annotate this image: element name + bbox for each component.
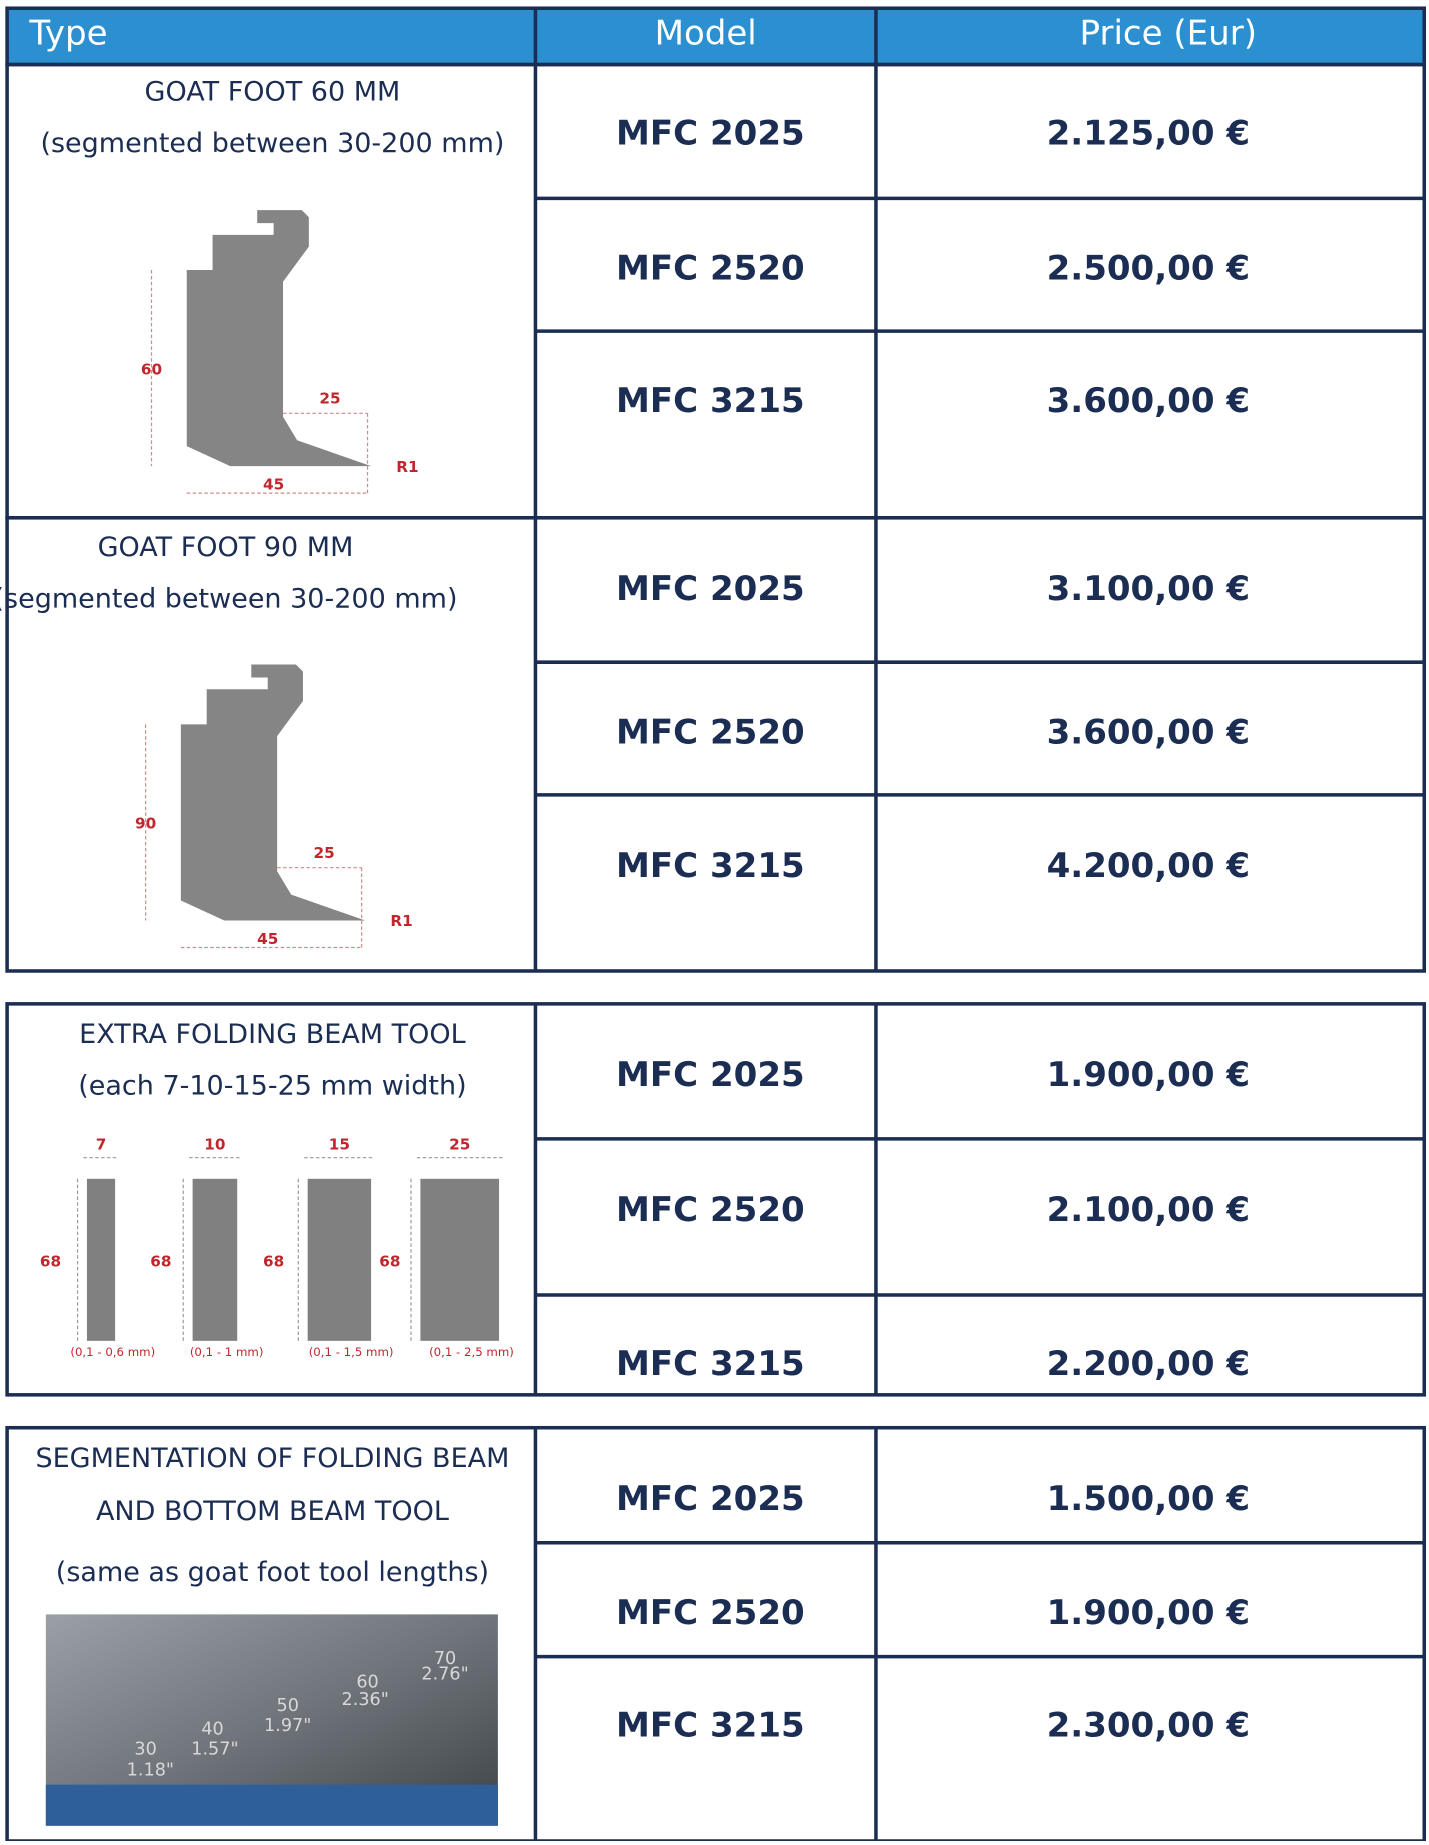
- range-label: (0,1 - 2,5 mm): [429, 1345, 514, 1359]
- model: MFC 2025: [616, 569, 805, 609]
- beam-tool: [307, 1178, 372, 1341]
- price: 2.300,00 €: [1047, 1706, 1250, 1746]
- height-label: 68: [263, 1253, 284, 1271]
- model: MFC 2025: [616, 114, 805, 154]
- price: 2.200,00 €: [1047, 1344, 1250, 1384]
- type-text: (each 7-10-15-25 mm width): [78, 1071, 466, 1102]
- type-text: SEGMENTATION OF FOLDING BEAM: [35, 1443, 509, 1474]
- tool-profile: [186, 210, 372, 467]
- beam-tool: [420, 1178, 500, 1341]
- dimension-label: 45: [263, 475, 284, 493]
- type-text: (segmented between 30-200 mm): [0, 583, 457, 614]
- section-border: [5, 516, 1427, 973]
- dimension-label: 60: [141, 360, 162, 378]
- beam-tool: [86, 1178, 116, 1341]
- width-label: 15: [329, 1135, 350, 1153]
- model: MFC 2520: [616, 1190, 805, 1230]
- dimension-label: R1: [390, 912, 412, 930]
- model: MFC 2025: [616, 1479, 805, 1519]
- range-label: (0,1 - 0,6 mm): [70, 1345, 155, 1359]
- photo-label: 60: [356, 1672, 378, 1692]
- model: MFC 2520: [616, 249, 805, 289]
- price: 4.200,00 €: [1047, 846, 1250, 886]
- tool-profile: [180, 664, 366, 921]
- range-label: (0,1 - 1 mm): [190, 1345, 264, 1359]
- photo-label: 70: [434, 1649, 456, 1669]
- beam-tool: [192, 1178, 238, 1341]
- header-bar: [5, 6, 1427, 67]
- dimension-label: R1: [396, 458, 418, 476]
- dimension-label: 25: [319, 390, 340, 408]
- section-border: [5, 1002, 1427, 1397]
- photo-label: 50: [277, 1696, 299, 1716]
- photo-label: 40: [201, 1719, 223, 1739]
- model: MFC 3215: [616, 1706, 805, 1746]
- header-price: Price (Eur): [1080, 14, 1257, 54]
- price: 2.500,00 €: [1047, 249, 1250, 289]
- price: 1.900,00 €: [1047, 1055, 1250, 1095]
- model: MFC 3215: [616, 381, 805, 421]
- model: MFC 2520: [616, 1593, 805, 1633]
- photo-base: [45, 1784, 498, 1826]
- price: 1.500,00 €: [1047, 1479, 1250, 1519]
- type-text: EXTRA FOLDING BEAM TOOL: [79, 1019, 466, 1050]
- model: MFC 2025: [616, 1055, 805, 1095]
- price: 3.100,00 €: [1047, 569, 1250, 609]
- header-type: Type: [28, 14, 107, 54]
- type-text: (same as goat foot tool lengths): [56, 1557, 489, 1588]
- header-model: Model: [655, 14, 757, 54]
- photo-label: 1.57": [191, 1739, 238, 1759]
- price: 3.600,00 €: [1047, 381, 1250, 421]
- height-label: 68: [150, 1253, 171, 1271]
- width-label: 7: [96, 1135, 107, 1153]
- range-label: (0,1 - 1,5 mm): [309, 1345, 394, 1359]
- type-text: AND BOTTOM BEAM TOOL: [96, 1496, 449, 1527]
- price: 3.600,00 €: [1047, 712, 1250, 752]
- price: 1.900,00 €: [1047, 1593, 1250, 1633]
- type-text: GOAT FOOT 90 MM: [98, 532, 354, 563]
- model: MFC 3215: [616, 846, 805, 886]
- model: MFC 2520: [616, 712, 805, 752]
- photo-label: 2.36": [342, 1690, 389, 1710]
- height-label: 68: [379, 1253, 400, 1271]
- width-label: 25: [449, 1135, 470, 1153]
- width-label: 10: [204, 1135, 225, 1153]
- goat-foot-diagram: 90 25 45 R1: [135, 664, 413, 949]
- type-text: GOAT FOOT 60 MM: [145, 76, 401, 107]
- photo-label: 1.97": [264, 1716, 311, 1736]
- price: 2.100,00 €: [1047, 1190, 1250, 1230]
- dimension-label: 45: [257, 930, 278, 948]
- model: MFC 3215: [616, 1344, 805, 1384]
- photo-label: 2.76": [421, 1664, 468, 1684]
- dimension-label: 25: [313, 844, 334, 862]
- goat-foot-diagram: 60 25 45 R1: [141, 210, 419, 494]
- dimension-label: 90: [135, 815, 156, 833]
- price: 2.125,00 €: [1047, 114, 1250, 154]
- height-label: 68: [40, 1253, 61, 1271]
- photo-label: 1.18": [127, 1761, 174, 1781]
- type-text: (segmented between 30-200 mm): [40, 128, 504, 159]
- photo-label: 30: [134, 1739, 156, 1759]
